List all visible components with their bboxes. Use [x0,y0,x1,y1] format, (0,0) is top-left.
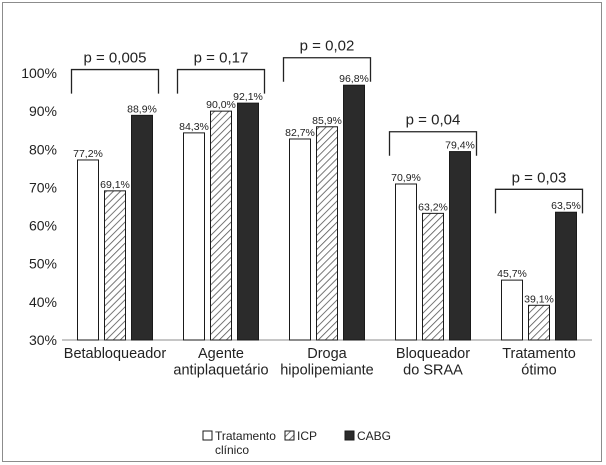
bar-value-label: 88,9% [127,103,157,115]
bar-value-label: 77,2% [73,148,103,160]
bar-value-label: 69,1% [100,179,130,191]
bar [289,138,311,341]
bar [449,151,471,341]
p-value-label: p = 0,02 [300,38,355,55]
bar [210,110,232,341]
bar-value-label: 70,9% [391,172,421,184]
legend-label: Tratamento clínico [215,429,276,457]
bar-value-label: 63,5% [551,200,581,212]
bar [183,132,205,341]
legend: Tratamento clínico ICP CABG [202,429,391,457]
bar-value-label: 92,1% [233,91,263,103]
bar-value-label: 84,3% [179,121,209,133]
bar-value-label: 79,4% [445,140,475,152]
bar [316,126,338,341]
y-axis: 30% 40% 50% 60% 70% 80% 90% 100% [21,65,57,348]
legend-swatch [344,430,355,441]
y-tick-label: 30% [29,332,57,348]
p-value-label: p = 0,17 [194,50,249,67]
x-tick-label: Bloqueador do SRAA [396,346,470,379]
y-tick-label: 90% [29,103,57,119]
legend-label: ICP [297,429,317,443]
y-tick-label: 50% [29,256,57,272]
bar-value-label: 96,8% [339,73,369,85]
bars: 77,2% 69,1% 88,9% 84,3% 90,0%92,1% 82,7%85,9%… [73,73,581,341]
legend-swatch [284,430,295,441]
y-tick-label: 60% [29,218,57,234]
bar [555,211,577,341]
bar [422,212,444,341]
p-value-label: p = 0,04 [406,112,461,129]
significance-bracket [282,57,372,82]
x-tick-label: Agente antiplaquetário [173,346,268,379]
y-tick-label: 70% [29,179,57,195]
x-tick-label: Tratamento ótimo [502,346,576,379]
significance-bracket [176,68,266,94]
x-axis: Betabloqueador Agente antiplaquetário Droga… [62,339,592,379]
legend-swatch [202,430,213,441]
bar [77,159,99,341]
bar [104,190,126,341]
significance-bracket [70,68,160,94]
x-tick-label: Betabloqueador [64,346,167,362]
bar [528,304,550,341]
bar [395,183,417,341]
bar-value-label: 82,7% [285,127,315,139]
bar [343,84,365,341]
y-tick-label: 100% [21,65,57,81]
p-value-label: p = 0,03 [512,169,567,186]
bar [501,279,523,341]
bar [131,114,153,341]
bar-value-label: 63,2% [418,201,448,213]
bar [237,102,259,341]
x-tick-label: Droga hipolipemiante [280,346,374,379]
bar-value-label: 90,0% [206,99,236,111]
y-tick-label: 80% [29,141,57,157]
significance-bracket [494,188,584,214]
y-tick-label: 40% [29,294,57,310]
bar-value-label: 39,1% [524,293,554,305]
significance-brackets: p = 0,005 p = 0,17 p = 0,02 p = 0,04 p = 0,0… [70,38,584,214]
significance-bracket [388,131,478,156]
bar-value-label: 85,9% [312,115,342,127]
bar-value-label: 45,7% [497,268,527,280]
p-value-label: p = 0,005 [84,50,147,67]
legend-label: CABG [357,429,391,443]
